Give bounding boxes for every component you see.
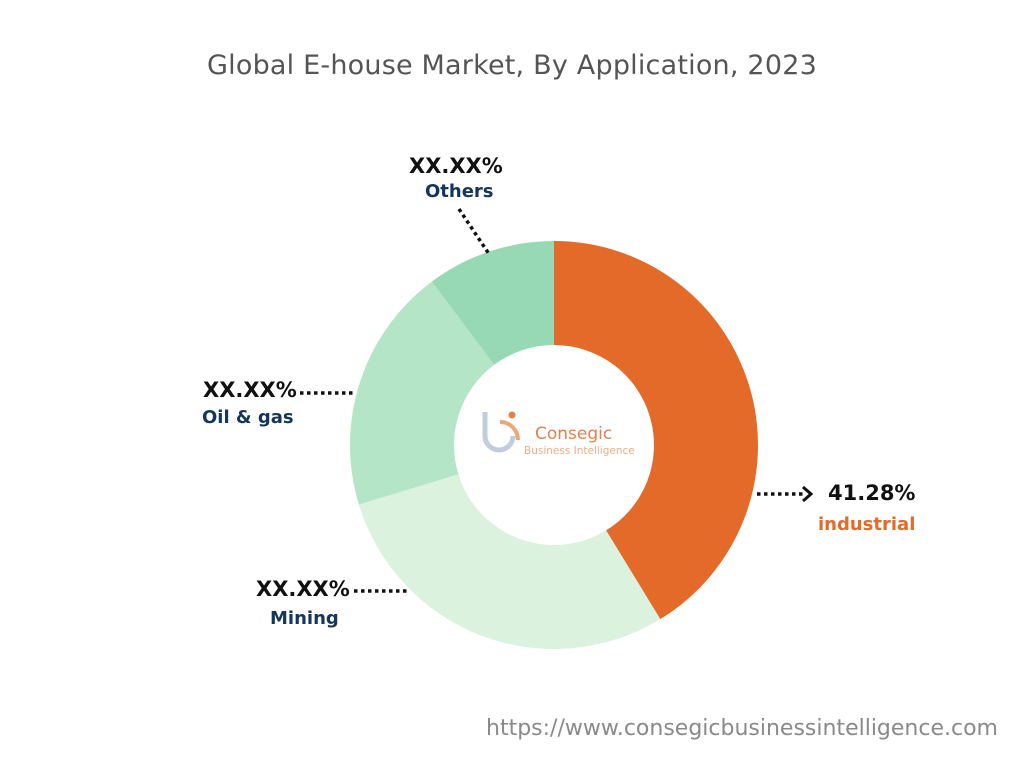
slice-oil-gas bbox=[350, 281, 495, 505]
mining-category-label: Mining bbox=[270, 608, 339, 629]
slice-others bbox=[431, 241, 554, 365]
slice-mining bbox=[358, 474, 661, 650]
others-percent-label: XX.XX% bbox=[409, 154, 503, 178]
oil-gas-percent-label: XX.XX% bbox=[203, 378, 297, 402]
source-url[interactable]: https://www.consegicbusinessintelligence… bbox=[486, 716, 998, 741]
logo-dot-icon bbox=[508, 411, 516, 419]
slice-industrial bbox=[554, 241, 758, 620]
industrial-category-label: industrial bbox=[818, 514, 915, 535]
slice-group bbox=[350, 241, 758, 650]
oil-gas-category-label: Oil & gas bbox=[202, 407, 294, 428]
industrial-arrow-icon bbox=[802, 485, 814, 503]
others-leader-line bbox=[457, 208, 491, 255]
chart-title: Global E-house Market, By Application, 2… bbox=[207, 50, 817, 81]
industrial-percent-label: 41.28% bbox=[828, 481, 915, 505]
watermark-subtitle: Business Intelligence bbox=[524, 445, 635, 457]
watermark-name: Consegic bbox=[535, 424, 612, 444]
watermark-logo: Consegic Business Intelligence bbox=[482, 411, 635, 457]
logo-mark-icon bbox=[482, 435, 516, 453]
others-category-label: Others bbox=[425, 181, 494, 202]
mining-percent-label: XX.XX% bbox=[256, 577, 350, 601]
logo-arc-icon bbox=[499, 420, 520, 441]
